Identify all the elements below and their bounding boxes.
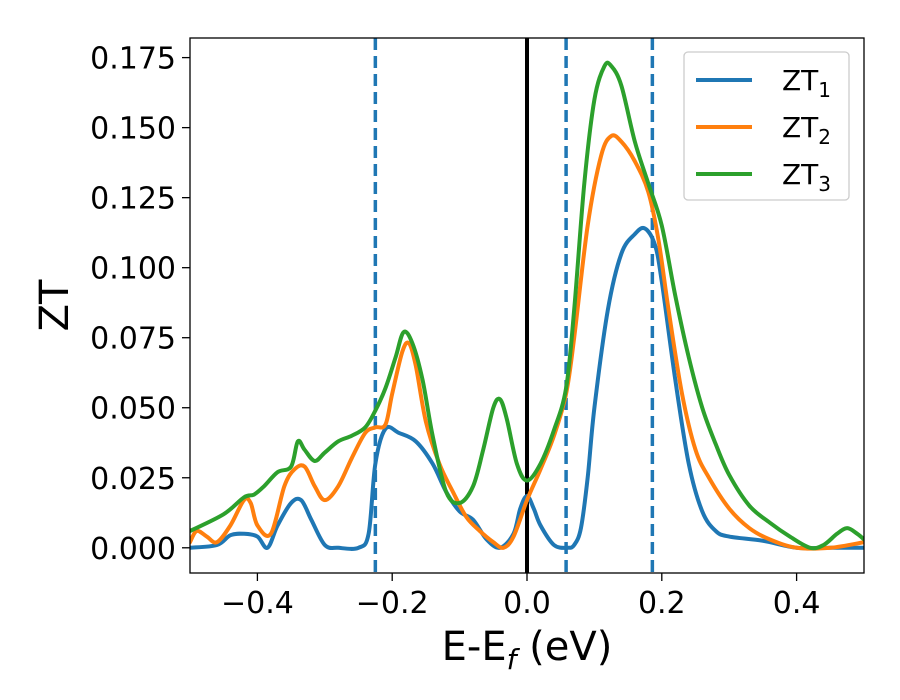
y-tick-label: 0.075 [90, 322, 176, 357]
reference-lines [373, 38, 655, 573]
series-line-zt1 [190, 225, 864, 551]
legend-label-zt3: ZT3 [782, 158, 831, 196]
y-tick-label: 0.125 [90, 182, 176, 217]
x-tick-label: 0.2 [638, 586, 686, 621]
y-axis-ticks: 0.000 0.025 0.050 0.075 0.100 0.125 0.150 0.175 [90, 42, 190, 567]
x-tick-label: −0.2 [356, 586, 429, 621]
x-tick-label: −0.4 [221, 586, 294, 621]
legend-label-zt2: ZT2 [782, 111, 831, 149]
x-axis-label-main: E-E [442, 624, 507, 670]
x-axis-label-suffix: (eV) [516, 624, 612, 670]
x-axis-ticks: −0.4 −0.2 0.0 0.2 0.4 [221, 573, 820, 621]
x-tick-label: 0.0 [503, 586, 551, 621]
x-axis-label: E-Ef (eV) [442, 624, 613, 676]
y-tick-label: 0.150 [90, 112, 176, 147]
y-tick-label: 0.050 [90, 392, 176, 427]
y-axis-label: ZT [32, 279, 78, 331]
x-tick-label: 0.4 [773, 586, 821, 621]
legend-label-zt1: ZT1 [782, 64, 831, 102]
series-line-zt2 [190, 133, 864, 551]
y-tick-label: 0.000 [90, 532, 176, 567]
y-tick-label: 0.100 [90, 252, 176, 287]
legend: ZT1 ZT2 ZT3 [683, 51, 850, 201]
y-tick-label: 0.175 [90, 42, 176, 77]
series-line-zt3 [190, 60, 864, 551]
series-lines [190, 60, 864, 551]
legend-box [683, 51, 850, 201]
y-tick-label: 0.025 [90, 462, 176, 497]
